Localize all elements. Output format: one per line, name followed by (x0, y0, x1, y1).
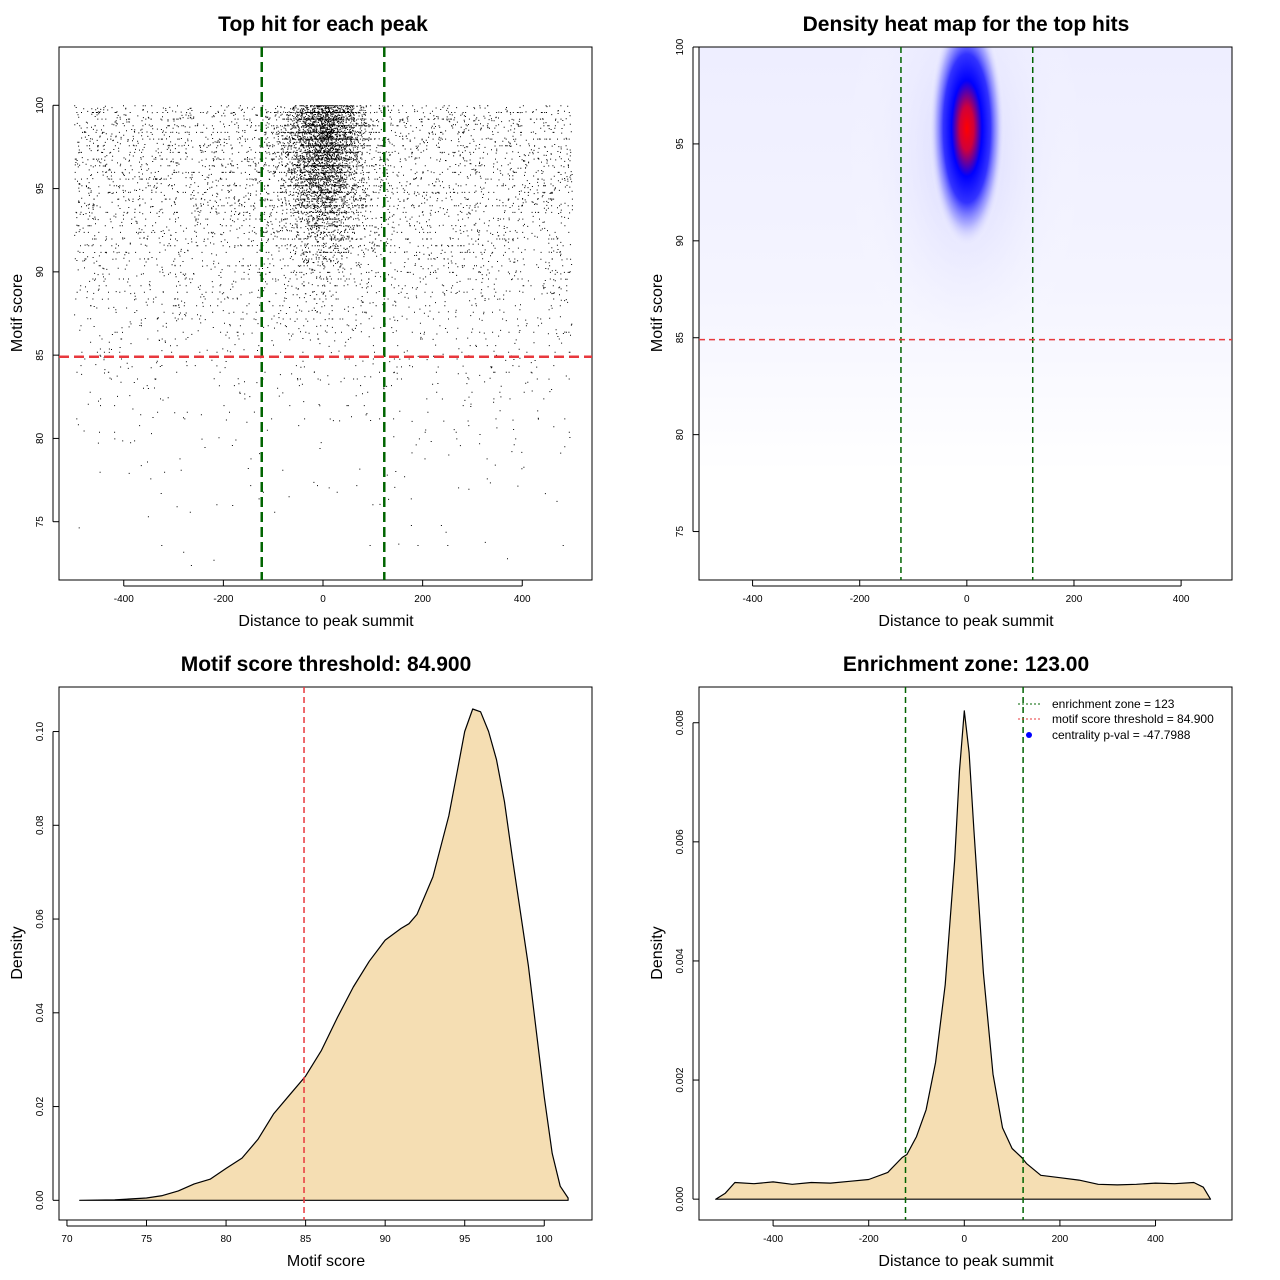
y-tick-label: 75 (675, 526, 686, 538)
heatmap-surface (699, 47, 1232, 472)
y-tick-label: 85 (35, 349, 46, 361)
legend: enrichment zone = 123 motif score thresh… (1018, 697, 1214, 742)
scatter-panel: Top hit for each peak -400 -200 0 200 400 75 8… (9, 13, 593, 630)
x-tick-label: 0 (964, 594, 970, 605)
score-density-panel: Motif score threshold: 84.900 70 75 80 85 90… (9, 653, 593, 1270)
legend-swatch-pval (1026, 732, 1032, 738)
x-tick-label: 400 (1173, 594, 1190, 605)
x-tick-label: 400 (514, 594, 531, 605)
density-area (79, 708, 569, 1201)
axes: 70 75 80 85 90 95 100 0.00 0.02 0.04 0.06 0.08 0.10 (35, 687, 553, 1245)
density-curve (715, 710, 1212, 1200)
y-tick-label: 75 (35, 516, 46, 528)
x-tick-label: 200 (1066, 594, 1083, 605)
heatmap-panel: Density heat map for the top hits -400 -2… (649, 13, 1233, 630)
x-tick-label: -400 (763, 1234, 783, 1245)
axes: -400 -200 0 200 400 0.000 0.002 0.004 0.006 0.008 (675, 687, 1164, 1245)
density-area (715, 710, 1212, 1200)
y-tick-label: 0.00 (35, 1190, 46, 1210)
y-tick-label: 0.002 (675, 1067, 686, 1092)
plot-frame (698, 686, 1233, 1221)
x-tick-label: -200 (859, 1234, 879, 1245)
y-tick-label: 0.10 (35, 721, 46, 741)
scatter-points (74, 105, 573, 567)
x-tick-label: -200 (850, 594, 870, 605)
y-tick-label: 0.006 (675, 829, 686, 854)
y-tick-label: 90 (675, 235, 686, 247)
y-tick-label: 0.08 (35, 815, 46, 835)
legend-label-pval: centrality p-val = -47.7988 (1052, 728, 1191, 742)
y-tick-label: 100 (675, 38, 686, 55)
y-axis-label: Motif score (9, 274, 26, 352)
x-axis-label: Motif score (287, 1253, 365, 1270)
x-tick-label: 75 (141, 1234, 153, 1245)
y-tick-label: 0.008 (675, 710, 686, 735)
x-tick-label: 200 (1052, 1234, 1069, 1245)
chart-title: Top hit for each peak (218, 13, 428, 36)
x-axis-label: Distance to peak summit (878, 1253, 1054, 1270)
y-tick-label: 90 (35, 266, 46, 278)
x-tick-label: 0 (962, 1234, 968, 1245)
y-tick-label: 80 (675, 429, 686, 441)
x-tick-label: 100 (536, 1234, 553, 1245)
axes: -400 -200 0 200 400 75 80 85 90 95 100 (675, 38, 1232, 605)
chart-title: Enrichment zone: 123.00 (843, 653, 1089, 676)
y-tick-label: 80 (35, 432, 46, 444)
x-tick-label: -200 (213, 594, 233, 605)
chart-title: Motif score threshold: 84.900 (181, 653, 472, 676)
y-tick-label: 0.02 (35, 1096, 46, 1116)
y-axis-label: Density (649, 926, 666, 979)
plot-frame (58, 686, 593, 1221)
y-axis-label: Density (9, 926, 26, 979)
x-tick-label: 95 (459, 1234, 471, 1245)
x-axis-label: Distance to peak summit (878, 613, 1054, 630)
scatter-point-cloud (74, 105, 573, 567)
y-tick-label: 100 (35, 97, 46, 114)
x-tick-label: 90 (380, 1234, 392, 1245)
y-tick-label: 0.004 (675, 948, 686, 973)
x-tick-label: -400 (114, 594, 134, 605)
legend-label-enrichment: enrichment zone = 123 (1052, 697, 1175, 711)
heatmap-hotspot (928, 47, 1005, 249)
y-axis-label: Motif score (649, 274, 666, 352)
axes: -400 -200 0 200 400 75 80 85 90 95 100 (35, 47, 592, 605)
plot-frame (698, 46, 1233, 581)
y-tick-label: 85 (675, 332, 686, 344)
x-tick-label: 80 (220, 1234, 232, 1245)
x-tick-label: 70 (61, 1234, 73, 1245)
density-curve (79, 708, 569, 1201)
x-axis-label: Distance to peak summit (238, 613, 414, 630)
y-tick-label: 0.000 (675, 1186, 686, 1211)
y-tick-label: 95 (675, 138, 686, 150)
enrichment-density-panel: Enrichment zone: 123.00 -400 -200 0 200 400 0… (649, 653, 1233, 1270)
y-tick-label: 95 (35, 183, 46, 195)
x-tick-label: 200 (414, 594, 431, 605)
x-tick-label: -400 (743, 594, 763, 605)
legend-label-threshold: motif score threshold = 84.900 (1052, 712, 1214, 726)
chart-title: Density heat map for the top hits (803, 13, 1130, 36)
y-tick-label: 0.06 (35, 909, 46, 929)
x-tick-label: 0 (320, 594, 326, 605)
plot-frame (58, 46, 593, 581)
y-tick-label: 0.04 (35, 1003, 46, 1023)
x-tick-label: 85 (300, 1234, 312, 1245)
x-tick-label: 400 (1147, 1234, 1164, 1245)
